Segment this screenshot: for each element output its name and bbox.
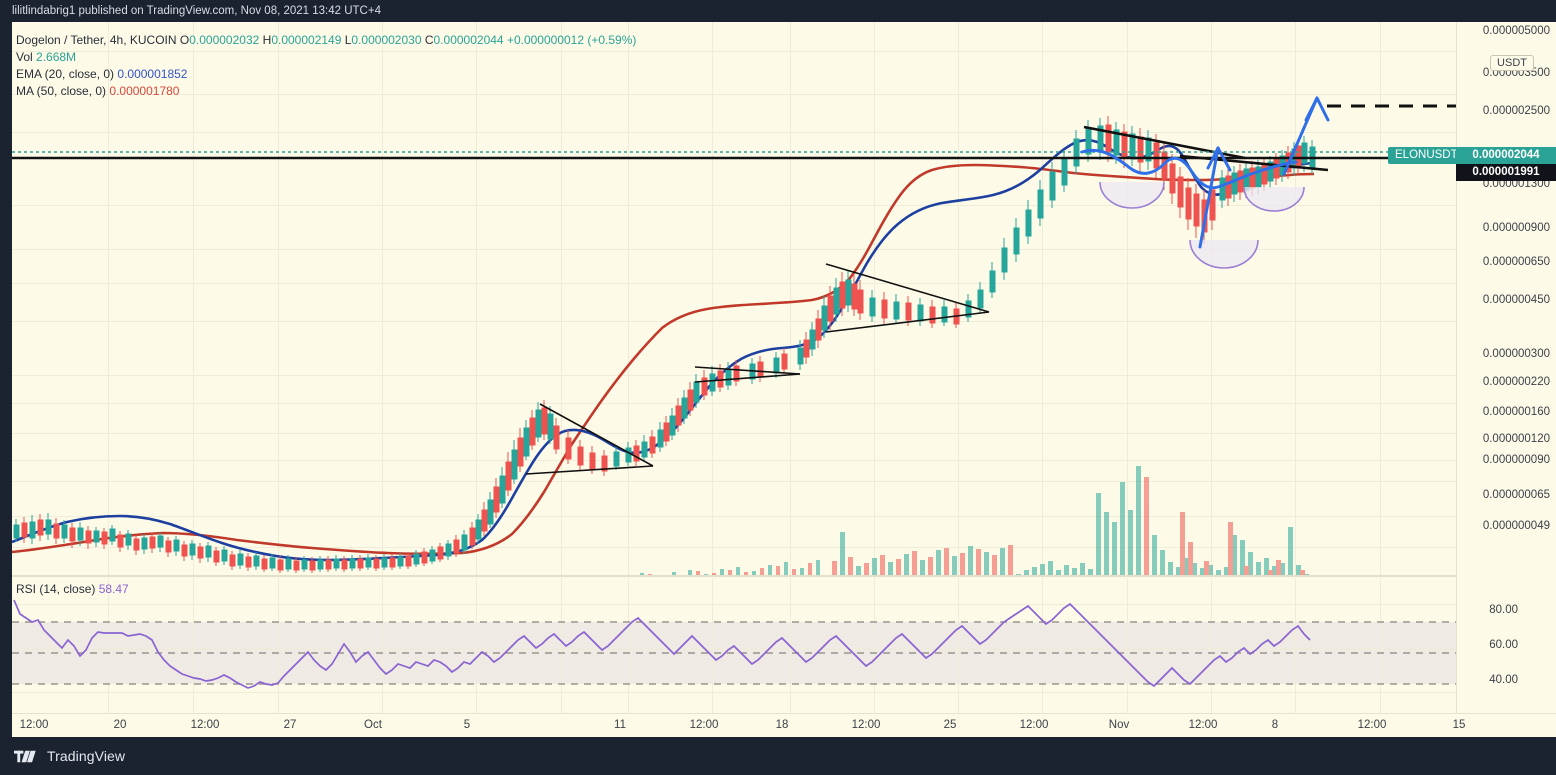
- legend-volume-row: Vol 2.668M: [16, 49, 636, 66]
- time-axis-label: 12:00: [1019, 719, 1049, 731]
- price-axis-label: 0.000000220: [1482, 376, 1550, 388]
- price-axis-label: 0.000000450: [1482, 294, 1550, 306]
- legend-ma-value: 0.000001780: [109, 84, 180, 98]
- time-axis-label: 8: [1271, 719, 1279, 731]
- rsi-axis-label: 40.00: [1489, 674, 1518, 686]
- legend-c-value: 0.000002044: [433, 33, 504, 47]
- legend-change: +0.000000012 (+0.59%): [506, 33, 637, 47]
- rsi-line: [13, 599, 1311, 689]
- legend-l-key: L: [344, 33, 352, 47]
- rsi-axis-label: 80.00: [1489, 604, 1518, 616]
- price-axis-label: 0.000000300: [1482, 348, 1550, 360]
- price-axis-label: 0.000000090: [1482, 454, 1550, 466]
- candlesticks: [13, 116, 1316, 573]
- legend-vol-label: Vol: [16, 50, 33, 64]
- pane-separator[interactable]: [12, 575, 1456, 577]
- price-axis-label: 0.000000900: [1482, 222, 1550, 234]
- time-axis-label: 5: [463, 719, 471, 731]
- legend-vol-value: 2.668M: [36, 50, 77, 64]
- pennant-lines: [525, 263, 990, 475]
- price-axis-label: 0.000002500: [1482, 105, 1550, 117]
- legend-ema-value: 0.000001852: [117, 67, 188, 81]
- time-axis-label: 12:00: [851, 719, 881, 731]
- legend-c-key: C: [424, 33, 434, 47]
- price-axis-label: 0.000000650: [1482, 256, 1550, 268]
- rsi-legend-label: RSI (14, close): [16, 582, 96, 596]
- volume-bars: [640, 466, 1309, 575]
- legend-ma-row: MA (50, close, 0) 0.000001780: [16, 83, 636, 100]
- time-axis-label: Oct: [364, 719, 382, 731]
- rsi-axis-label: 60.00: [1489, 639, 1518, 651]
- price-axis-label: 0.000001300: [1482, 178, 1550, 190]
- time-axis-label: 15: [1452, 719, 1466, 731]
- rsi-pane[interactable]: RSI (14, close) 58.47: [12, 578, 1456, 713]
- legend-o-value: 0.000002032: [189, 33, 260, 47]
- last-price-tag: 0.000001991: [1456, 164, 1556, 181]
- time-axis-label: 20: [113, 719, 127, 731]
- blue-annotations: [1080, 96, 1330, 249]
- price-axis[interactable]: 0.000005000 0.000003500 0.000002500 0.00…: [1456, 22, 1556, 713]
- price-plot: [12, 22, 1456, 575]
- time-axis-label: 18: [775, 719, 789, 731]
- footer-bar: TradingView: [0, 737, 1556, 775]
- legend-h-value: 0.000002149: [271, 33, 342, 47]
- publisher-bar: lilitlindabrig1 published on TradingView…: [0, 0, 1556, 22]
- rsi-plot: [12, 578, 1456, 713]
- time-axis[interactable]: 12:00 20 12:00 27 Oct 5 11 12:00 18 12:0…: [12, 713, 1556, 737]
- time-axis-label: 27: [283, 719, 297, 731]
- price-axis-label: 0.000005000: [1482, 25, 1550, 37]
- price-axis-label: 0.000000065: [1482, 489, 1550, 501]
- time-axis-label: 11: [614, 719, 626, 731]
- legend-o-key: O: [179, 33, 190, 47]
- chart-canvas[interactable]: Dogelon / Tether, 4h, KUCOIN O0.00000203…: [12, 22, 1556, 737]
- rsi-legend: RSI (14, close) 58.47: [16, 582, 129, 596]
- time-axis-label: 12:00: [1357, 719, 1387, 731]
- ma50-line: [12, 163, 1315, 556]
- time-axis-label: 12:00: [689, 719, 719, 731]
- legend-ema-label: EMA (20, close, 0): [16, 67, 115, 81]
- price-pane[interactable]: Dogelon / Tether, 4h, KUCOIN O0.00000203…: [12, 22, 1456, 575]
- legend-l-value: 0.000002030: [351, 33, 422, 47]
- price-axis-label: 0.000000160: [1482, 406, 1550, 418]
- chart-legend: Dogelon / Tether, 4h, KUCOIN O0.00000203…: [16, 32, 636, 100]
- tradingview-logo-icon[interactable]: [14, 749, 40, 764]
- currency-unit-chip: USDT: [1490, 55, 1534, 71]
- symbol-price-badge: ELONUSDT: [1388, 147, 1456, 164]
- tradingview-brand-label: TradingView: [47, 748, 126, 764]
- time-axis-label: 25: [943, 719, 957, 731]
- rsi-legend-value: 58.47: [98, 582, 129, 596]
- price-axis-label: 0.000000120: [1482, 433, 1550, 445]
- time-axis-label: Nov: [1108, 719, 1130, 731]
- time-axis-label: 12:00: [1188, 719, 1218, 731]
- current-price-tag: 0.000002044: [1456, 147, 1556, 164]
- time-axis-label: 12:00: [19, 719, 49, 731]
- time-axis-label: 12:00: [190, 719, 220, 731]
- legend-ema-row: EMA (20, close, 0) 0.000001852: [16, 66, 636, 83]
- arc-annotations: [1099, 181, 1305, 269]
- legend-h-key: H: [262, 33, 272, 47]
- legend-ohlc-row: Dogelon / Tether, 4h, KUCOIN O0.00000203…: [16, 32, 636, 49]
- legend-ma-label: MA (50, close, 0): [16, 84, 107, 98]
- legend-symbol: Dogelon / Tether, 4h, KUCOIN: [16, 33, 177, 47]
- price-axis-label: 0.000000049: [1482, 520, 1550, 532]
